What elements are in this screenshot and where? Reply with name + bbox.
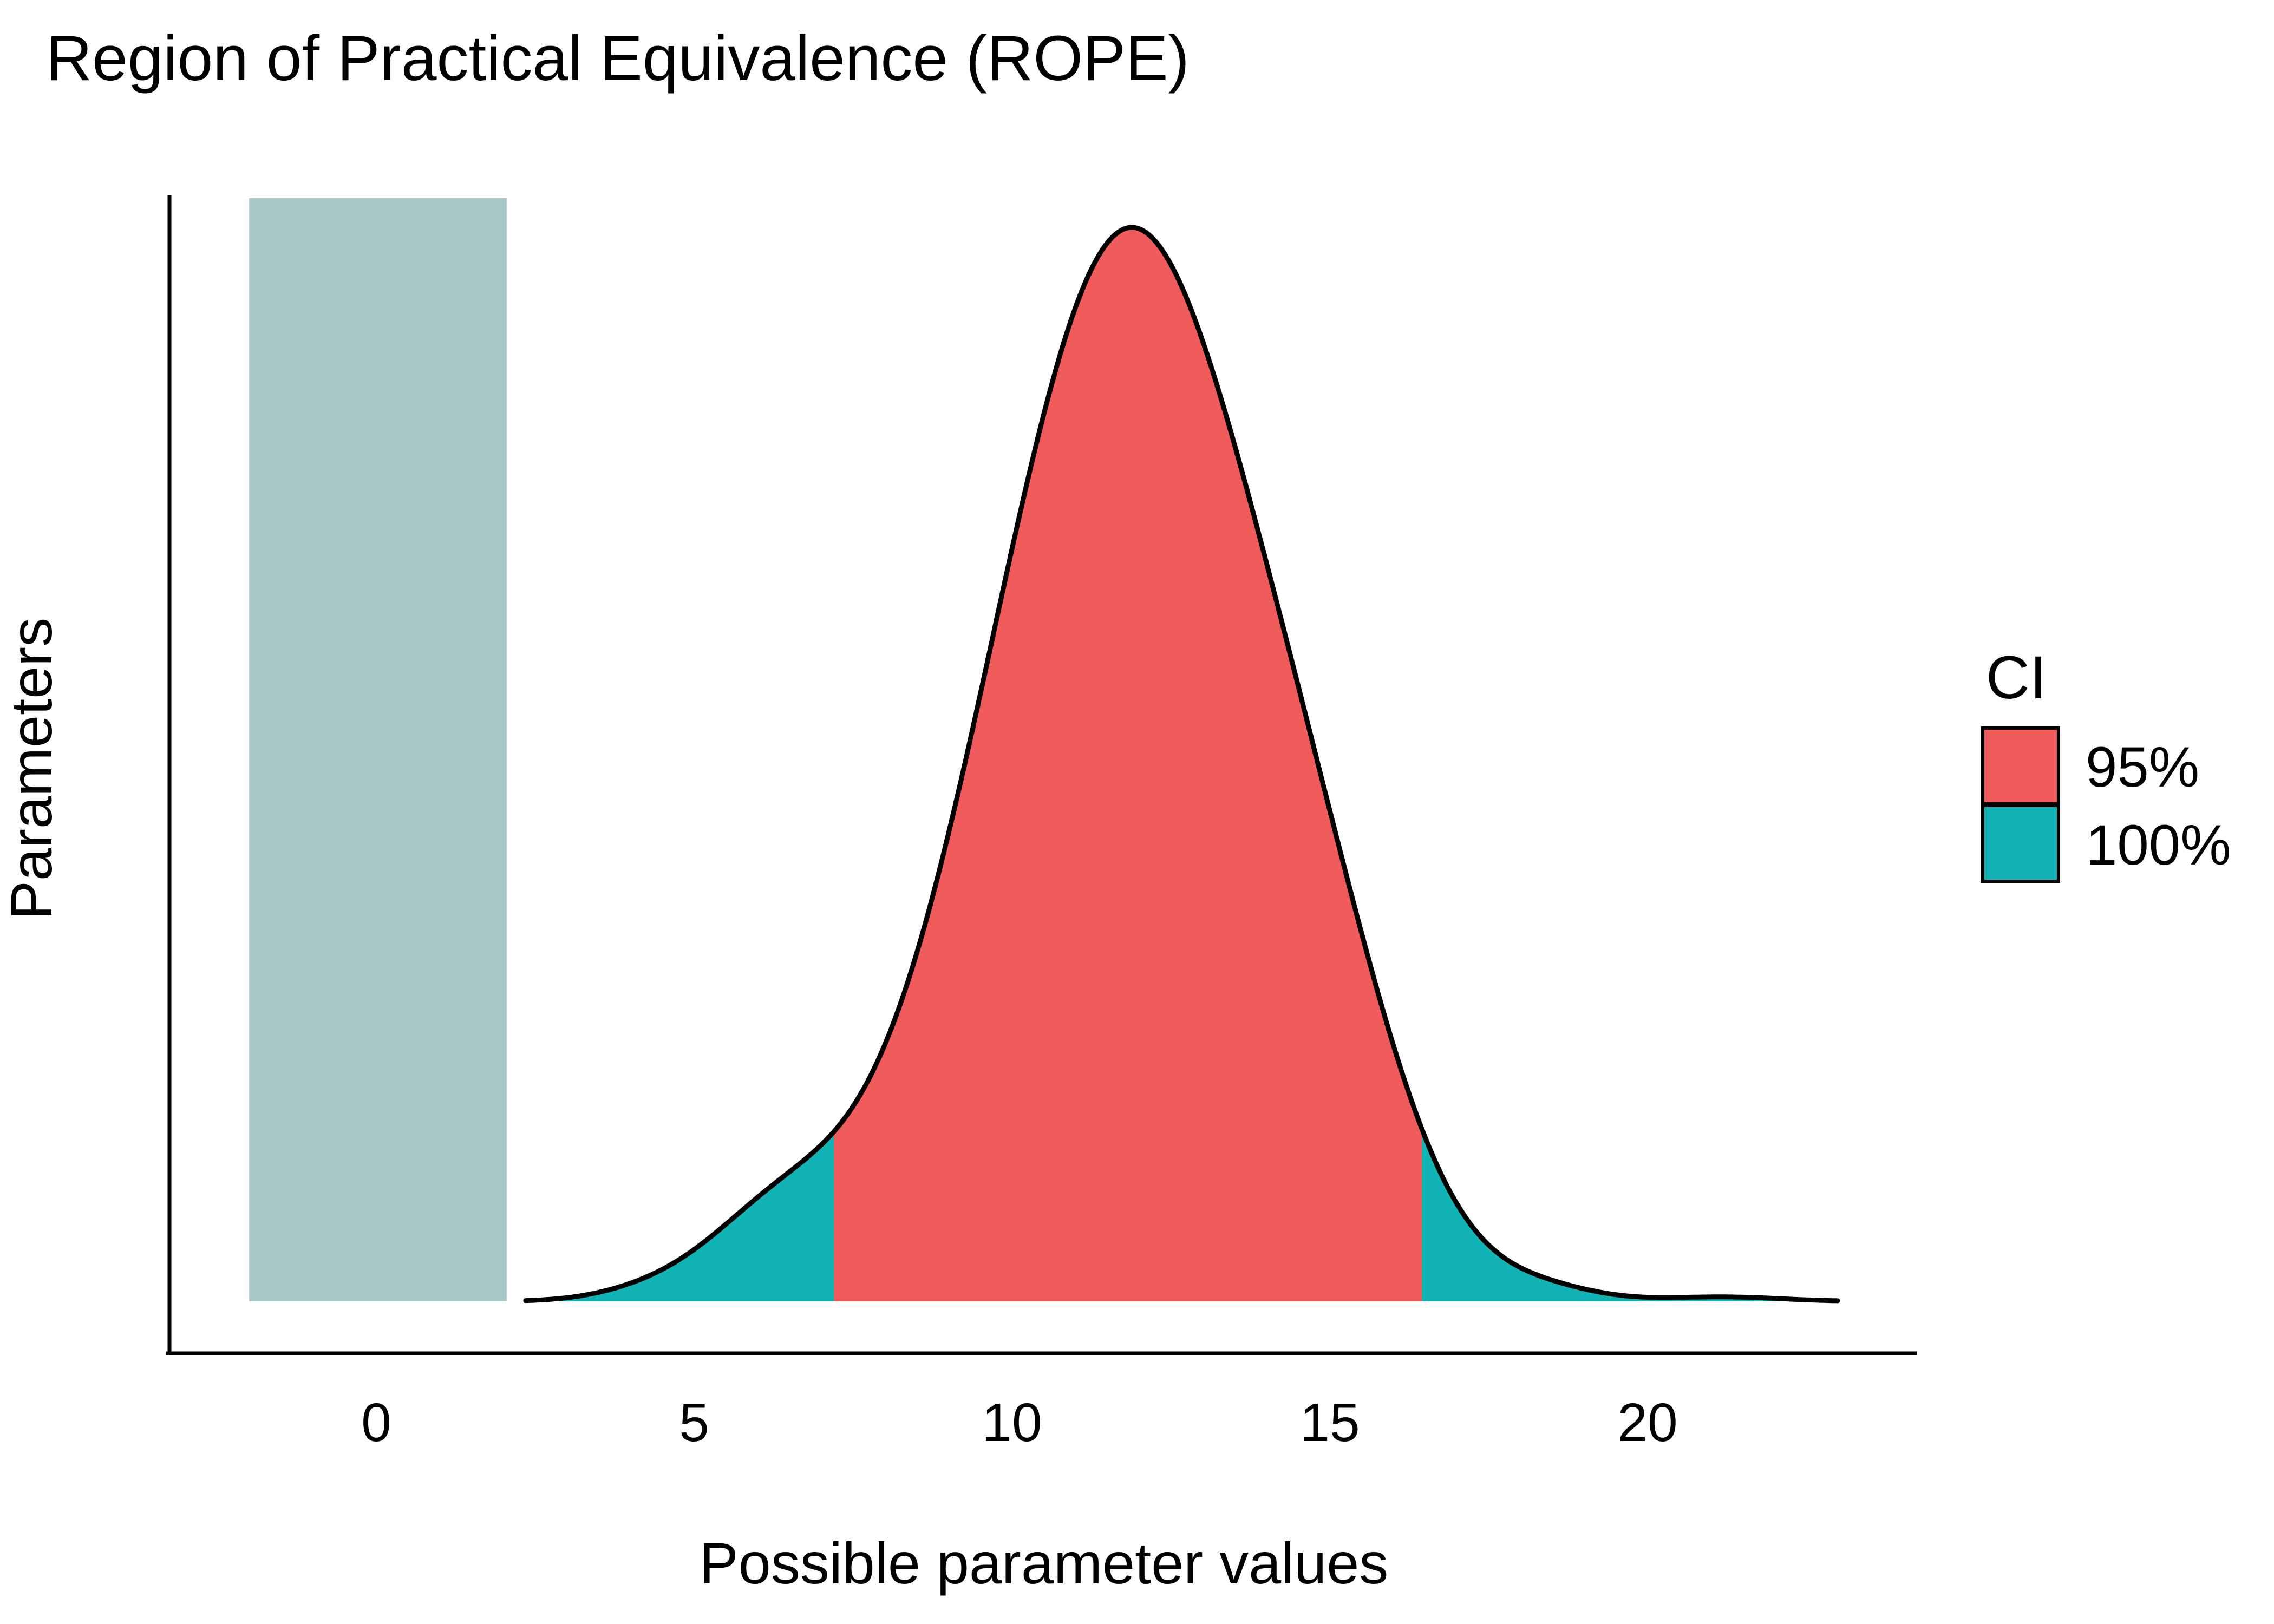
- plot-title: Region of Practical Equivalence (ROPE): [46, 23, 1190, 94]
- legend: CI 95% 100%: [1981, 644, 2231, 883]
- rope-bar: [249, 198, 507, 1301]
- x-axis-title: Possible parameter values: [700, 1530, 1389, 1596]
- x-tick-labels: 0 5 10 15 20: [361, 1392, 1677, 1453]
- x-tick-label: 0: [361, 1392, 391, 1453]
- legend-label-95: 95%: [2086, 736, 2199, 799]
- density-curve: [523, 225, 1840, 1304]
- x-tick-label: 5: [679, 1392, 709, 1453]
- x-tick-label: 15: [1299, 1392, 1360, 1453]
- density-fill-95-ci: [834, 227, 1422, 1301]
- legend-swatch-95-icon: [1981, 726, 2060, 806]
- legend-label-100: 100%: [2086, 814, 2231, 877]
- x-axis-line: [166, 1351, 1917, 1355]
- legend-title: CI: [1986, 644, 2047, 711]
- y-axis-title: Parameters: [0, 618, 64, 920]
- x-tick-label: 10: [982, 1392, 1042, 1453]
- y-axis-line: [167, 195, 172, 1355]
- legend-swatch-100-icon: [1981, 804, 2060, 883]
- x-tick-label: 20: [1617, 1392, 1677, 1453]
